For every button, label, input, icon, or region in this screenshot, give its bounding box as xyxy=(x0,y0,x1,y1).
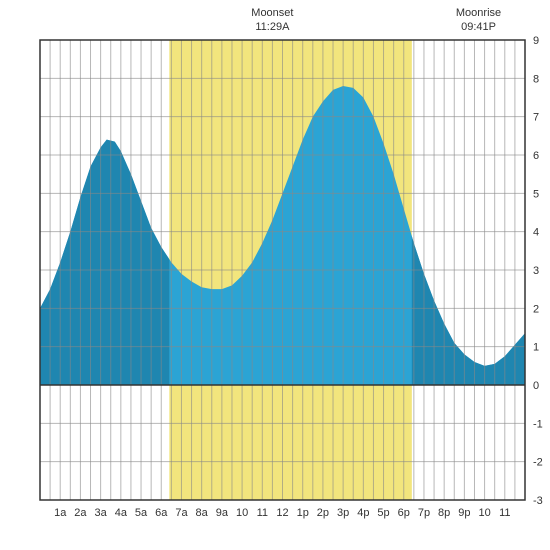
moonrise-time: 09:41P xyxy=(449,20,509,34)
svg-text:-2: -2 xyxy=(533,457,543,469)
svg-text:9: 9 xyxy=(533,35,539,47)
svg-text:3p: 3p xyxy=(337,507,349,519)
svg-text:10: 10 xyxy=(236,507,248,519)
svg-text:11: 11 xyxy=(499,507,510,519)
svg-text:7a: 7a xyxy=(175,507,188,519)
svg-text:8a: 8a xyxy=(196,507,209,519)
svg-text:2p: 2p xyxy=(317,507,329,519)
moonset-annotation: Moonset 11:29A xyxy=(242,6,302,35)
svg-text:3: 3 xyxy=(533,265,539,277)
svg-text:4: 4 xyxy=(533,227,539,239)
svg-text:9a: 9a xyxy=(216,507,229,519)
svg-text:0: 0 xyxy=(533,380,539,392)
svg-text:1: 1 xyxy=(533,342,539,354)
moonset-time: 11:29A xyxy=(242,20,302,34)
svg-text:10: 10 xyxy=(478,507,490,519)
moonset-label: Moonset xyxy=(242,6,302,20)
svg-text:-1: -1 xyxy=(533,418,543,430)
svg-text:12: 12 xyxy=(276,507,288,519)
tide-chart: -3-2-101234567891a2a3a4a5a6a7a8a9a101112… xyxy=(0,0,550,550)
svg-text:4a: 4a xyxy=(115,507,128,519)
moonrise-annotation: Moonrise 09:41P xyxy=(449,6,509,35)
chart-svg: -3-2-101234567891a2a3a4a5a6a7a8a9a101112… xyxy=(0,0,550,550)
svg-text:4p: 4p xyxy=(357,507,369,519)
svg-text:-3: -3 xyxy=(533,495,543,507)
svg-text:7p: 7p xyxy=(418,507,430,519)
svg-text:6p: 6p xyxy=(398,507,410,519)
svg-text:3a: 3a xyxy=(95,507,108,519)
moonrise-label: Moonrise xyxy=(449,6,509,20)
svg-text:1p: 1p xyxy=(297,507,309,519)
svg-text:8: 8 xyxy=(533,73,539,85)
svg-text:2a: 2a xyxy=(74,507,87,519)
svg-text:6a: 6a xyxy=(155,507,168,519)
svg-text:5p: 5p xyxy=(377,507,389,519)
svg-text:1a: 1a xyxy=(54,507,67,519)
svg-text:6: 6 xyxy=(533,150,539,162)
svg-text:5a: 5a xyxy=(135,507,148,519)
svg-text:11: 11 xyxy=(257,507,268,519)
svg-text:5: 5 xyxy=(533,188,539,200)
svg-text:7: 7 xyxy=(533,112,539,124)
svg-text:2: 2 xyxy=(533,303,539,315)
svg-text:9p: 9p xyxy=(458,507,470,519)
svg-text:8p: 8p xyxy=(438,507,450,519)
